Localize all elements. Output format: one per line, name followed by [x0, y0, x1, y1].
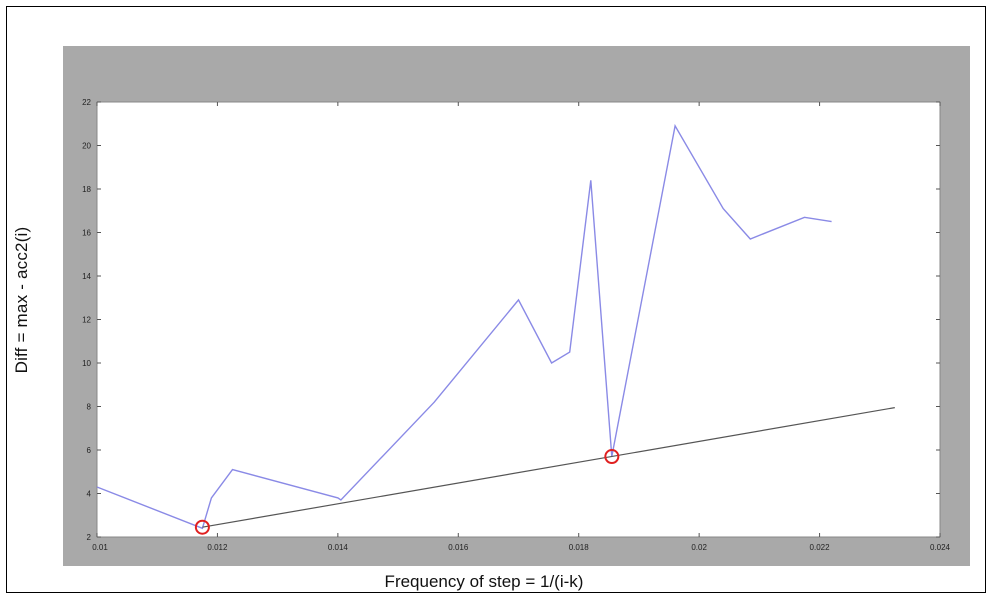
- y-tick-label: 12: [82, 316, 91, 325]
- diff-series-line: [96, 123, 832, 530]
- y-tick-label: 10: [82, 359, 91, 368]
- highlight-marker: [604, 449, 620, 465]
- y-tick-label: 14: [82, 272, 91, 281]
- plot-area: [96, 101, 941, 538]
- axis-ticks: 0.01 0.012 0.014 0.016 0.018 0.02 0.022 0.024 2 4…: [82, 98, 950, 552]
- y-tick-label: 18: [82, 185, 91, 194]
- y-tick-label: 2: [87, 533, 92, 542]
- y-tick-label: 20: [82, 142, 91, 151]
- y-tick-label: 6: [87, 446, 92, 455]
- highlight-marker: [194, 519, 210, 535]
- x-tick-label: 0.01: [92, 543, 108, 552]
- x-tick-label: 0.018: [569, 543, 590, 552]
- series-layer: [96, 123, 895, 530]
- y-tick-label: 4: [87, 490, 92, 499]
- x-tick-label: 0.016: [448, 543, 469, 552]
- x-tick-label: 0.024: [930, 543, 951, 552]
- y-tick-label: 8: [87, 403, 92, 412]
- x-tick-label: 0.012: [207, 543, 228, 552]
- x-tick-label: 0.014: [328, 543, 349, 552]
- x-tick-label: 0.022: [810, 543, 831, 552]
- y-tick-label: 22: [82, 98, 91, 107]
- trend-line: [202, 407, 895, 528]
- x-axis-label: Frequency of step = 1/(i-k): [384, 572, 584, 591]
- x-tick-label: 0.02: [691, 543, 707, 552]
- y-axis-label: Diff = max - acc2(i): [12, 226, 31, 374]
- y-tick-label: 16: [82, 229, 91, 238]
- marker-layer: [194, 449, 620, 535]
